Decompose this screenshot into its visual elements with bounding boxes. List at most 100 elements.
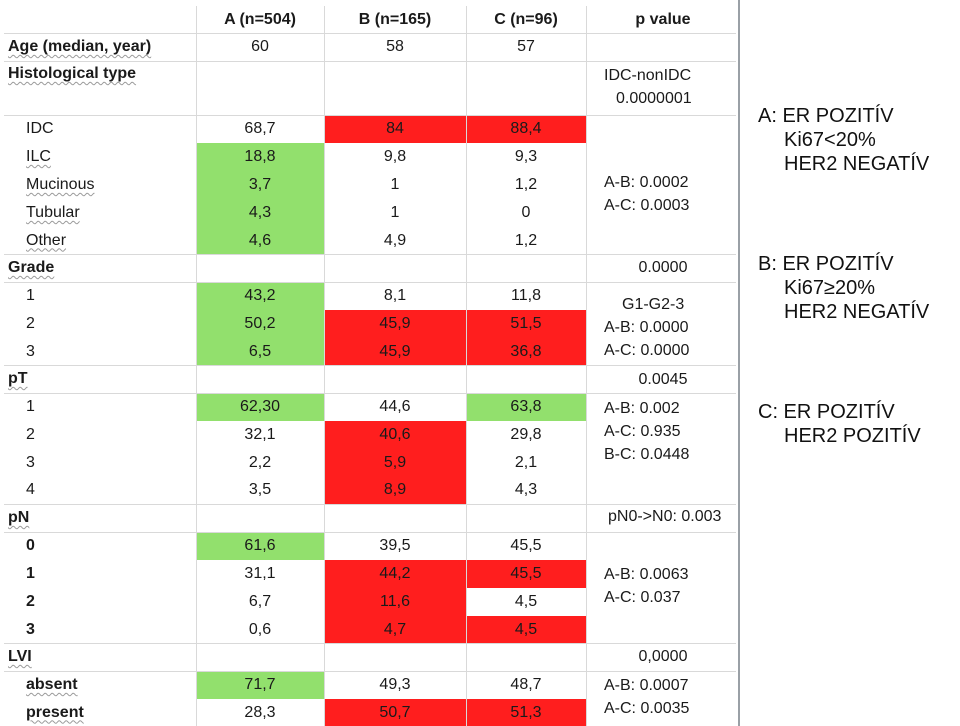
row-label: IDC [26,120,54,137]
legend-line: HER2 NEGATÍV [784,153,930,175]
table-row: Age (median, year) 60 58 57 [4,33,736,61]
row-label: 1 [26,398,35,415]
legend-line: C: ER POZITÍV [758,401,895,423]
value-cell-a [196,504,324,532]
value-cell-c: 88,4 [466,115,586,143]
value-cell-b: 45,9 [324,310,466,338]
table-header: A (n=504) B (n=165) C (n=96) p value [4,6,736,33]
value-cell-b [324,61,466,115]
value-cell-c: 11,8 [511,287,541,304]
value-cell-c [466,254,586,282]
row-label-cell: Tubular [4,199,196,227]
value-cell-c: 2,1 [514,453,538,471]
value-cell-a [196,254,324,282]
row-label: 2 [26,593,35,610]
grid-line [4,33,736,34]
table-row: Grade [4,254,736,282]
legend-line: Ki67<20% [784,129,876,151]
value-cell-a: 6,7 [248,593,272,610]
value-cell-a: 3,7 [196,171,324,199]
table-edge-divider [738,0,740,726]
pvalue-pn-pairs: A-B: 0.0063 A-C: 0.037 [590,563,750,609]
row-label-cell: 2 [4,421,196,449]
value-cell-b [324,504,466,532]
value-cell-a: 4,6 [196,227,324,254]
value-cell-b: 4,9 [383,231,407,249]
row-label-cell: present [4,699,196,726]
pvalue-text: A-B: 0.0002 [604,174,689,191]
pvalue-text: 0.0000 [638,259,688,276]
value-cell-c: 45,5 [466,560,586,588]
value-cell-b: 40,6 [324,421,466,449]
row-label-cell: pT [4,365,196,393]
legend-group-c: C: ER POZITÍV HER2 POZITÍV [758,400,958,448]
value-cell-a [196,365,324,393]
grid-line [4,61,736,62]
table-row: present 28,3 50,7 51,3 [4,699,736,726]
pvalue-histological: IDC-nonIDC 0.0000001 [590,64,750,110]
value-cell-c: 57 [517,38,535,55]
value-cell-b: 44,2 [324,560,466,588]
row-label-cell: 4 [4,476,196,504]
table-row: 1 31,1 44,2 45,5 [4,560,736,588]
value-cell-a: 43,2 [196,282,324,310]
row-label-cell: Grade [4,254,196,282]
value-cell-c: 36,8 [466,338,586,365]
row-label: Histological type [8,65,137,82]
value-cell-b [324,365,466,393]
row-label: 2 [26,426,35,443]
group-legend: A: ER POZITÍV Ki67<20% HER2 NEGATÍV B: E… [758,104,958,448]
value-cell-c: 1,2 [514,231,538,249]
legend-line: B: ER POZITÍV [758,253,894,275]
pvalue-text: A-C: 0.0003 [604,197,690,214]
row-label-cell: Histological type [4,61,196,115]
row-label: pT [8,370,28,387]
value-cell-a: 2,2 [248,453,272,471]
table-row: ILC 18,8 9,8 9,3 [4,143,736,171]
header-col-pvalue: p value [635,10,691,28]
pvalue-text: G1-G2-3 [622,296,685,313]
header-col-a: A (n=504) [224,10,296,28]
grid-line [4,504,736,505]
value-cell-c [466,504,586,532]
grid-line [4,115,736,116]
value-cell-b: 45,9 [324,338,466,365]
value-cell-c: 1,2 [514,176,538,193]
value-cell-a: 3,5 [248,481,272,498]
table-row: pN [4,504,736,532]
value-cell-a [196,61,324,115]
value-cell-c: 9,3 [514,148,538,165]
table-row: Other 4,6 4,9 1,2 [4,227,736,254]
legend-line: A: ER POZITÍV [758,105,894,127]
value-cell-b: 39,5 [379,537,411,554]
table-row: Histological type [4,61,736,115]
row-label-cell: 1 [4,560,196,588]
value-cell-b: 1 [390,176,400,193]
value-cell-a: 60 [251,38,269,55]
header-col-c: C (n=96) [494,10,558,28]
table-row: 4 3,5 8,9 4,3 [4,476,736,504]
value-cell-a: 32,1 [244,426,276,443]
row-label: 3 [26,342,35,360]
table-row: Tubular 4,3 1 0 [4,199,736,227]
table-row: pT [4,365,736,393]
pvalue-text: 0.0045 [638,371,688,388]
value-cell-c: 48,7 [510,676,542,693]
value-cell-a: 61,6 [196,532,324,560]
value-cell-c [466,643,586,671]
row-label-cell: 1 [4,393,196,421]
value-cell-c: 4,5 [466,616,586,643]
row-label: pN [8,509,30,526]
table-row: absent 71,7 49,3 48,7 [4,671,736,699]
row-label: Grade [8,259,55,276]
row-label-cell: 3 [4,338,196,365]
value-cell-c: 29,8 [510,426,542,443]
value-cell-b: 8,9 [324,476,466,504]
pvalue-text: pN0->N0: 0.003 [608,508,722,525]
pvalue-grade: 0.0000 [590,256,736,279]
value-cell-a: 4,3 [196,199,324,227]
grid-line [586,6,587,726]
value-cell-a: 71,7 [196,671,324,699]
legend-line: HER2 NEGATÍV [784,301,930,323]
grid-line [466,6,467,726]
